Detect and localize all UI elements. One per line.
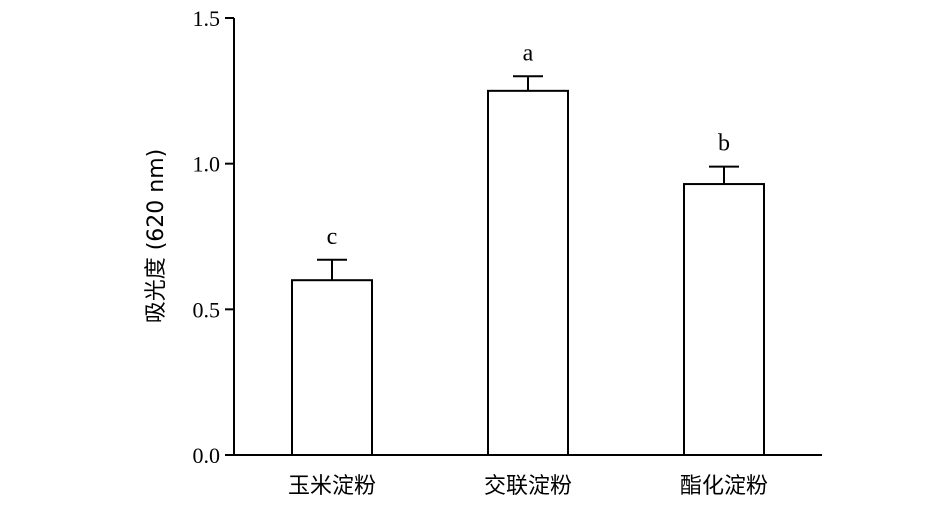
bar-group: a 交联淀粉	[484, 40, 572, 499]
significance-letter: c	[327, 224, 338, 250]
bar-group: c 玉米淀粉	[288, 224, 376, 499]
y-axis-label: 吸光度 (620 nm)	[144, 149, 169, 324]
y-tick-label: 1.0	[193, 152, 221, 177]
bar	[487, 89, 569, 456]
significance-letter: a	[523, 40, 534, 66]
x-category-label: 酯化淀粉	[680, 474, 768, 499]
bars: c 玉米淀粉 a 交联淀粉 b 酯化淀粉	[288, 40, 768, 499]
bar	[291, 279, 373, 457]
y-tick-label: 0.0	[193, 443, 221, 468]
y-tick-label: 1.5	[193, 6, 221, 31]
significance-letter: b	[718, 131, 730, 157]
y-tick-label: 0.5	[193, 297, 221, 322]
bar-group: b 酯化淀粉	[680, 131, 768, 499]
x-category-label: 玉米淀粉	[288, 474, 376, 499]
x-category-label: 交联淀粉	[484, 474, 572, 499]
bar	[683, 183, 765, 456]
